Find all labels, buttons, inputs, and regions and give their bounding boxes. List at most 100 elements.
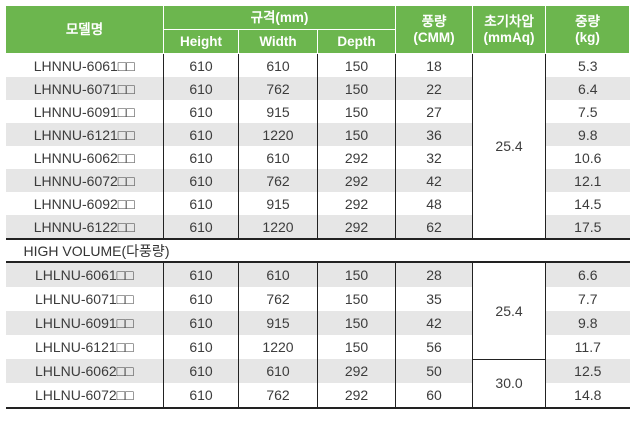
depth-cell: 150 [316, 262, 396, 287]
height-cell: 610 [163, 383, 239, 408]
model-cell: LHNNU-6122□□ [33, 218, 135, 235]
height-cell: 610 [163, 77, 239, 100]
airflow-cell: 28 [395, 262, 473, 287]
model-cell: LHLNU-6062□□ [34, 363, 134, 379]
depth-cell: 150 [316, 287, 396, 311]
col-header-height: Height [163, 29, 239, 54]
airflow-cell: 22 [395, 77, 473, 100]
weight-cell: 11.7 [545, 335, 630, 359]
model-cell: LHLNU-6121□□ [34, 339, 134, 355]
airflow-cell: 60 [395, 383, 473, 408]
weight-cell: 6.4 [545, 77, 630, 100]
weight-cell: 5.3 [545, 53, 630, 77]
width-cell: 915 [238, 100, 318, 123]
col-header-pressure: 초기차압 (mmAq) [472, 5, 547, 54]
width-cell: 915 [238, 192, 318, 215]
weight-cell: 14.8 [545, 383, 630, 408]
table-row: LHLNU-6061□□ 610 610 150 28 25.4 6.6 [5, 262, 630, 359]
col-header-weight-line2: (kg) [575, 29, 600, 45]
model-cell: LHNNU-6061□□ [33, 57, 135, 74]
depth-cell: 150 [316, 123, 396, 146]
airflow-cell: 50 [395, 359, 473, 383]
width-cell: 610 [238, 146, 318, 169]
weight-cell: 17.5 [545, 215, 630, 239]
airflow-cell: 18 [395, 53, 473, 77]
section-standard: LHNNU-6061□□ 610 610 150 18 25.4 5.3 LHNNU-6071… [5, 53, 630, 239]
col-header-airflow: 풍량 (CMM) [395, 5, 474, 54]
table-row: LHNNU-6061□□ 610 610 150 18 25.4 5.3 [5, 53, 630, 239]
weight-cell: 12.1 [545, 169, 630, 192]
col-header-width: Width [238, 29, 318, 54]
table-row: LHLNU-6062□□ 610 610 292 50 30.0 12.5 [5, 358, 630, 408]
width-cell: 762 [238, 287, 318, 311]
model-cell: LHLNU-6072□□ [34, 387, 134, 403]
height-cell: 610 [163, 53, 239, 77]
depth-cell: 150 [316, 77, 396, 100]
model-cell: LHNNU-6071□□ [33, 80, 135, 97]
airflow-cell: 32 [395, 146, 473, 169]
width-cell: 610 [238, 359, 318, 383]
depth-cell: 292 [316, 383, 396, 408]
height-cell: 610 [163, 287, 239, 311]
section-divider-label: HIGH VOLUME(다풍량) [5, 238, 630, 263]
depth-cell: 150 [316, 311, 396, 335]
col-header-depth: Depth [316, 29, 397, 54]
model-cell: LHNNU-6072□□ [33, 172, 135, 189]
height-cell: 610 [163, 146, 239, 169]
weight-cell: 14.5 [545, 192, 630, 215]
model-cell: LHLNU-6091□□ [34, 315, 134, 331]
col-header-weight-line1: 중량 [575, 13, 600, 29]
airflow-cell: 62 [395, 215, 473, 239]
depth-cell: 150 [316, 100, 396, 123]
height-cell: 610 [163, 192, 239, 215]
spec-table: 모델명 규격(mm) 풍량 (CMM) 초기차압 (mmAq) 중량 (kg) … [5, 5, 631, 409]
depth-cell: 292 [316, 146, 396, 169]
col-header-airflow-line1: 풍량 [421, 13, 447, 29]
model-cell: LHNNU-6062□□ [33, 149, 135, 166]
width-cell: 610 [238, 262, 318, 287]
width-cell: 610 [238, 53, 318, 77]
col-header-weight: 중량 (kg) [545, 5, 631, 54]
width-cell: 762 [238, 169, 318, 192]
model-cell: LHLNU-6061□□ [34, 267, 134, 283]
section-divider: HIGH VOLUME(다풍량) [5, 238, 630, 263]
width-cell: 762 [238, 383, 318, 408]
pressure-cell: 25.4 [472, 53, 546, 239]
depth-cell: 292 [316, 169, 396, 192]
height-cell: 610 [163, 215, 239, 239]
pressure-cell: 25.4 [472, 262, 546, 359]
height-cell: 610 [163, 123, 239, 146]
depth-cell: 292 [316, 215, 396, 239]
table-header: 모델명 규격(mm) 풍량 (CMM) 초기차압 (mmAq) 중량 (kg) … [5, 5, 631, 54]
col-header-airflow-line2: (CMM) [413, 29, 455, 45]
height-cell: 610 [163, 359, 239, 383]
model-cell: LHNNU-6121□□ [33, 126, 135, 143]
height-cell: 610 [163, 169, 239, 192]
height-cell: 610 [163, 262, 239, 287]
weight-cell: 9.8 [545, 311, 630, 335]
width-cell: 1220 [238, 123, 318, 146]
airflow-cell: 48 [395, 192, 473, 215]
weight-cell: 9.8 [545, 123, 630, 146]
col-header-model: 모델명 [5, 5, 164, 54]
depth-cell: 292 [316, 192, 396, 215]
table-row: LHNNU-6062□□ 610 610 292 32 10.6 [5, 146, 630, 169]
col-header-spec-group: 규격(mm) [162, 5, 397, 30]
airflow-cell: 56 [395, 335, 473, 359]
height-cell: 610 [163, 311, 239, 335]
height-cell: 610 [163, 335, 239, 359]
weight-cell: 7.5 [545, 100, 630, 123]
width-cell: 1220 [238, 335, 318, 359]
col-header-pressure-line1: 초기차압 [484, 13, 534, 29]
airflow-cell: 42 [395, 311, 473, 335]
depth-cell: 150 [316, 335, 396, 359]
model-cell: LHLNU-6071□□ [34, 291, 134, 307]
height-cell: 610 [163, 100, 239, 123]
weight-cell: 7.7 [545, 287, 630, 311]
airflow-cell: 35 [395, 287, 473, 311]
depth-cell: 292 [316, 359, 396, 383]
section-divider-row: HIGH VOLUME(다풍량) [5, 238, 630, 263]
width-cell: 762 [238, 77, 318, 100]
col-header-pressure-line2: (mmAq) [483, 29, 535, 45]
airflow-cell: 42 [395, 169, 473, 192]
